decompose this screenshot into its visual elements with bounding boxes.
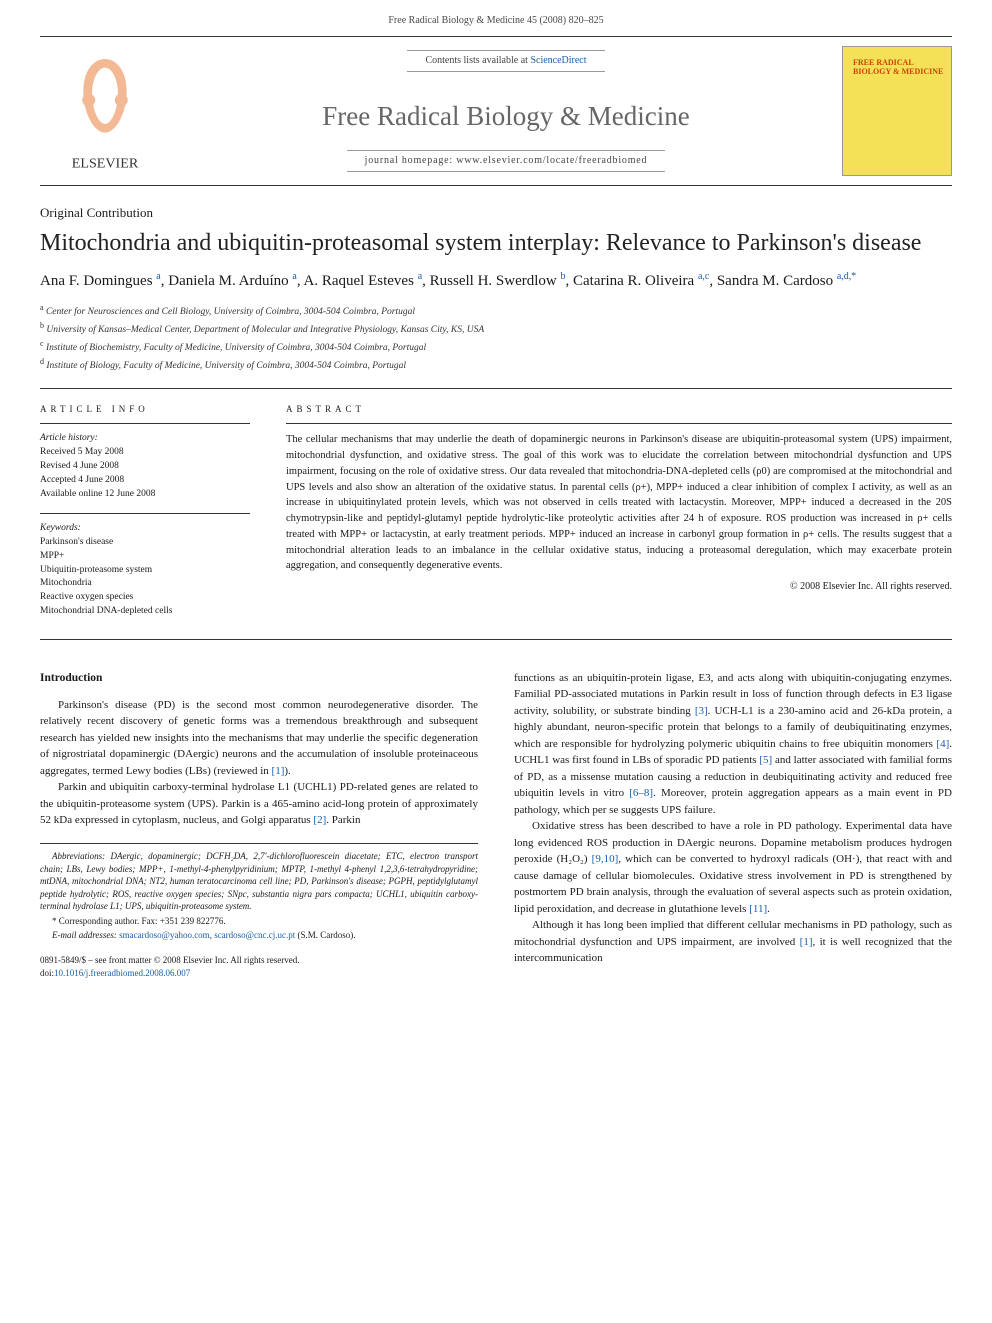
rule-bottom <box>40 639 952 640</box>
journal-homepage: journal homepage: www.elsevier.com/locat… <box>347 150 666 172</box>
abstract-heading: ABSTRACT <box>286 403 952 416</box>
intro-heading: Introduction <box>40 670 478 687</box>
cover-label: FREE RADICAL BIOLOGY & MEDICINE <box>853 59 951 77</box>
rule-info2 <box>40 513 250 514</box>
article-type: Original Contribution <box>40 204 952 222</box>
email-link-2[interactable]: scardoso@cnc.cj.uc.pt <box>214 930 295 940</box>
info-abstract-row: ARTICLE INFO Article history: Received 5… <box>40 403 952 631</box>
front-matter: 0891-5849/$ – see front matter © 2008 El… <box>40 954 478 979</box>
email-line: E-mail addresses: smacardoso@yahoo.com, … <box>40 929 478 942</box>
keywords-list: Parkinson's diseaseMPP+Ubiquitin-proteas… <box>40 536 250 619</box>
contents-text: Contents lists available at <box>425 55 530 66</box>
keywords-label: Keywords: <box>40 522 250 536</box>
email-link-1[interactable]: smacardoso@yahoo.com <box>119 930 210 940</box>
doi-line: doi:10.1016/j.freeradbiomed.2008.06.007 <box>40 967 478 980</box>
doi-link[interactable]: 10.1016/j.freeradbiomed.2008.06.007 <box>54 968 190 978</box>
abbreviations: Abbreviations: DAergic, dopaminergic; DC… <box>40 850 478 913</box>
right-column: functions as an ubiquitin-protein ligase… <box>514 670 952 980</box>
abstract-text: The cellular mechanisms that may underli… <box>286 432 952 574</box>
history-list: Received 5 May 2008Revised 4 June 2008Ac… <box>40 446 250 501</box>
abstract-column: ABSTRACT The cellular mechanisms that ma… <box>286 403 952 631</box>
article-info-heading: ARTICLE INFO <box>40 403 250 416</box>
corresponding: * Corresponding author. Fax: +351 239 82… <box>40 915 478 928</box>
body-columns: Introduction Parkinson's disease (PD) is… <box>40 670 952 980</box>
page-citation: Free Radical Biology & Medicine 45 (2008… <box>0 0 992 36</box>
banner-center: Contents lists available at ScienceDirec… <box>170 40 842 182</box>
sciencedirect-link[interactable]: ScienceDirect <box>530 55 586 66</box>
publisher-name: ELSEVIER <box>72 155 139 171</box>
left-paragraphs: Parkinson's disease (PD) is the second m… <box>40 697 478 829</box>
journal-banner: ELSEVIER Contents lists available at Sci… <box>40 36 952 186</box>
rule-top <box>40 388 952 389</box>
right-paragraphs: functions as an ubiquitin-protein ligase… <box>514 670 952 967</box>
affiliations: a Center for Neurosciences and Cell Biol… <box>40 302 952 374</box>
journal-name: Free Radical Biology & Medicine <box>170 98 842 136</box>
history-label: Article history: <box>40 432 250 446</box>
elsevier-logo: ELSEVIER <box>40 46 170 176</box>
article-content: Original Contribution Mitochondria and u… <box>0 204 992 1009</box>
article-info: ARTICLE INFO Article history: Received 5… <box>40 403 250 631</box>
history-block: Article history: Received 5 May 2008Revi… <box>40 432 250 501</box>
article-title: Mitochondria and ubiquitin-proteasomal s… <box>40 228 952 258</box>
email-suffix: (S.M. Cardoso). <box>295 930 355 940</box>
rule-abs <box>286 423 952 424</box>
authors: Ana F. Domingues a, Daniela M. Arduíno a… <box>40 270 952 292</box>
keywords-block: Keywords: Parkinson's diseaseMPP+Ubiquit… <box>40 522 250 618</box>
left-column: Introduction Parkinson's disease (PD) is… <box>40 670 478 980</box>
copyright: © 2008 Elsevier Inc. All rights reserved… <box>286 580 952 594</box>
rule-info <box>40 423 250 424</box>
front-matter-line1: 0891-5849/$ – see front matter © 2008 El… <box>40 954 478 967</box>
journal-cover: FREE RADICAL BIOLOGY & MEDICINE <box>842 46 952 176</box>
footnotes: Abbreviations: DAergic, dopaminergic; DC… <box>40 843 478 942</box>
contents-line: Contents lists available at ScienceDirec… <box>407 50 604 72</box>
